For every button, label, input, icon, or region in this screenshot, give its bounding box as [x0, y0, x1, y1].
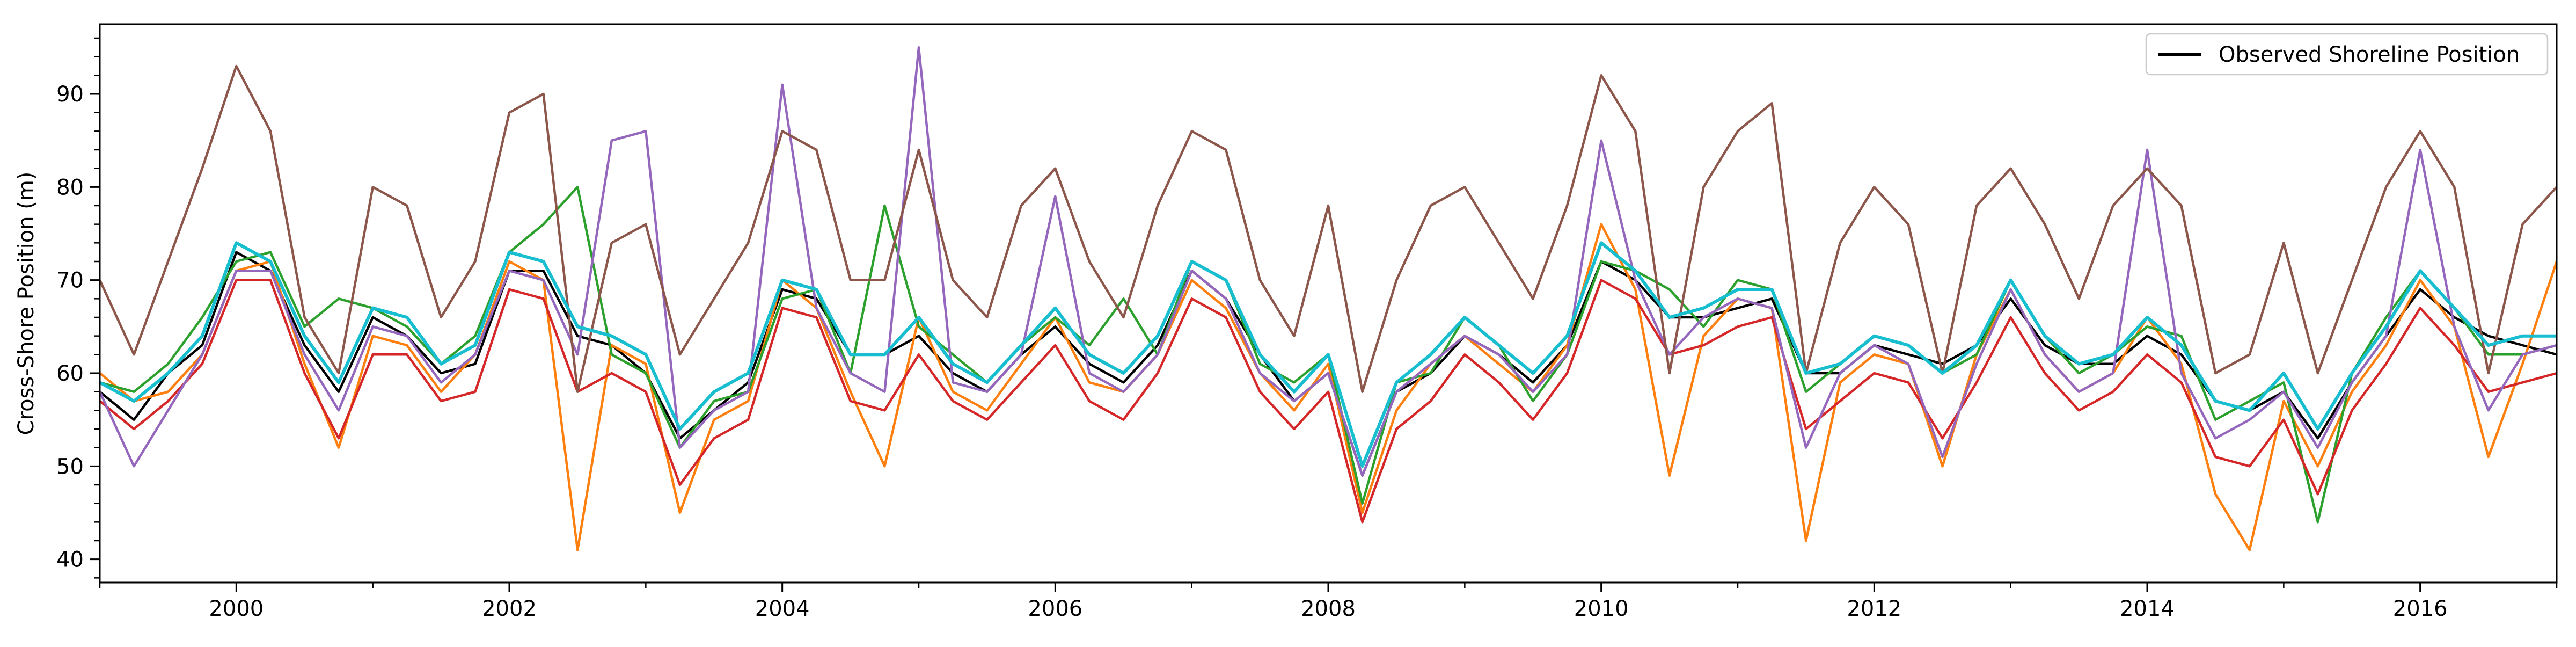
y-tick-label: 60: [56, 361, 84, 386]
legend-box: [2145, 33, 2549, 76]
legend-label-observed: Observed Shoreline Position: [2219, 42, 2520, 67]
y-axis-label: Cross-Shore Position (m): [14, 172, 39, 435]
series-line-4: [100, 46, 2557, 477]
x-tick-label: 2004: [755, 597, 810, 621]
x-tick-label: 2014: [2120, 597, 2175, 621]
y-tick-label: 90: [56, 82, 84, 107]
x-tick-label: 2012: [1847, 597, 1901, 621]
series-line-5: [100, 64, 2557, 393]
y-tick-label: 40: [56, 548, 84, 572]
x-axis: 2000 2002 2004 2006 2008 2010 2012 2014 2016: [99, 583, 2558, 621]
plot-frame: [99, 23, 2558, 584]
x-tick-label: 2016: [2393, 597, 2448, 621]
y-tick-label: 80: [56, 175, 84, 200]
x-tick-label: 2000: [209, 597, 264, 621]
y-tick-label: 70: [56, 268, 84, 293]
x-tick-label: 2010: [1574, 597, 1629, 621]
x-tick-label: 2002: [482, 597, 537, 621]
legend: Observed Shoreline Position: [2145, 33, 2549, 76]
series-layer: [100, 46, 2557, 551]
x-tick-label: 2006: [1028, 597, 1082, 621]
x-tick-label: 2008: [1301, 597, 1356, 621]
series-line-6: [100, 241, 2557, 468]
series-line-3: [100, 279, 2557, 524]
y-tick-label: 50: [56, 454, 84, 479]
y-axis: 40 50 60 70 80 90: [56, 37, 100, 579]
